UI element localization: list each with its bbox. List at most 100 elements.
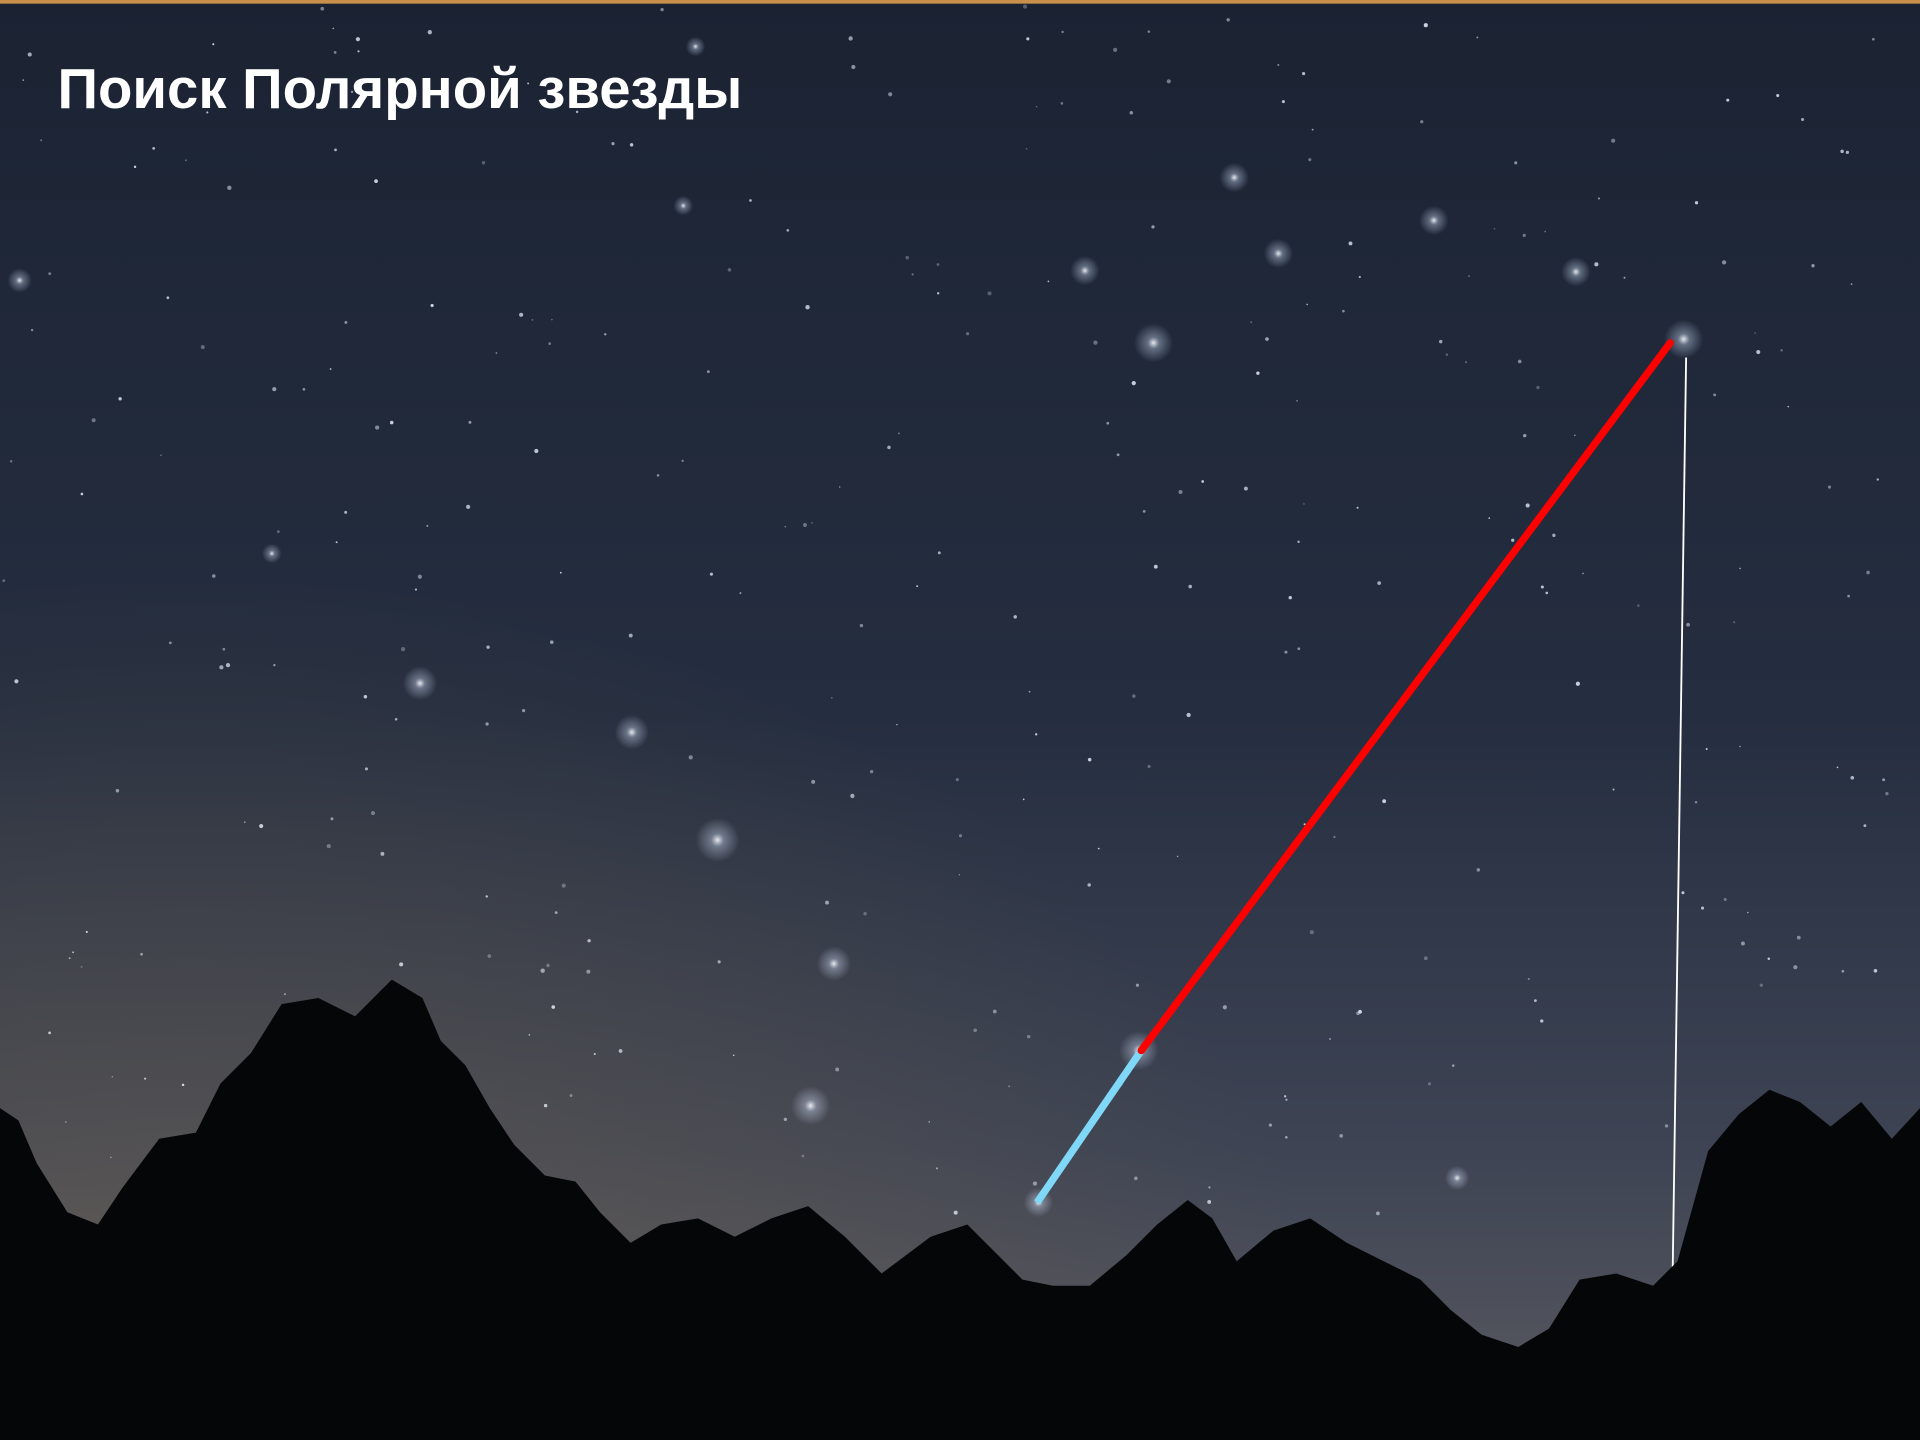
star — [1312, 129, 1314, 131]
star — [152, 147, 155, 150]
star — [1132, 381, 1136, 385]
star — [1681, 891, 1684, 894]
star — [1695, 201, 1698, 204]
star — [1208, 1186, 1210, 1188]
star — [548, 342, 551, 345]
star — [1106, 422, 1109, 425]
star — [344, 321, 347, 324]
star — [1256, 372, 1259, 375]
star — [223, 648, 226, 651]
star — [1760, 984, 1763, 987]
star — [1439, 340, 1442, 343]
star — [1428, 1082, 1431, 1085]
star — [1026, 37, 1029, 40]
top-border — [0, 0, 1920, 4]
star — [802, 1155, 805, 1158]
star — [1029, 691, 1031, 693]
star — [1747, 912, 1749, 914]
star — [1797, 936, 1801, 940]
star — [1026, 148, 1028, 150]
star — [916, 585, 918, 587]
star — [1574, 435, 1576, 437]
star — [973, 1028, 977, 1032]
star — [936, 1167, 938, 1169]
polaris — [1664, 320, 1703, 359]
star — [1722, 260, 1726, 264]
star — [1874, 969, 1878, 973]
star — [1526, 503, 1530, 507]
star — [431, 304, 434, 307]
star — [1136, 984, 1139, 987]
star — [375, 426, 379, 430]
star — [555, 911, 558, 914]
star — [1265, 337, 1269, 341]
star — [40, 139, 42, 141]
star — [803, 523, 807, 527]
star — [1226, 18, 1229, 21]
star — [244, 821, 246, 823]
star — [1523, 234, 1526, 237]
star — [487, 954, 491, 958]
star — [1349, 241, 1353, 245]
star — [1329, 1038, 1331, 1040]
star — [14, 679, 18, 683]
star — [1220, 163, 1249, 192]
star — [1023, 799, 1025, 801]
star — [371, 811, 375, 815]
star — [733, 1054, 735, 1056]
star — [1637, 604, 1639, 606]
star — [629, 634, 633, 638]
star — [72, 951, 74, 953]
star — [534, 449, 538, 453]
star — [784, 1118, 787, 1121]
star — [1528, 978, 1530, 980]
star — [630, 143, 633, 146]
star — [938, 551, 941, 554]
star — [805, 305, 809, 309]
star — [954, 1211, 958, 1215]
star — [69, 957, 71, 959]
star — [673, 196, 693, 216]
star — [1130, 111, 1134, 115]
star — [811, 780, 815, 784]
star — [226, 663, 230, 667]
star — [1465, 361, 1467, 363]
star — [1544, 231, 1546, 233]
star — [1113, 48, 1117, 52]
star — [1282, 100, 1285, 103]
star — [144, 1078, 146, 1080]
star — [1339, 1134, 1343, 1138]
star — [320, 7, 324, 11]
star — [2, 579, 5, 582]
star — [273, 664, 275, 666]
star — [1739, 746, 1741, 748]
star — [227, 186, 231, 190]
star — [86, 931, 88, 933]
star — [1284, 651, 1287, 654]
star — [1598, 197, 1600, 199]
star — [541, 968, 545, 972]
star — [1851, 776, 1855, 780]
star — [791, 1086, 830, 1125]
star — [182, 1084, 185, 1087]
star — [1148, 765, 1151, 768]
star — [48, 1032, 51, 1035]
star — [1304, 823, 1306, 825]
star — [1713, 393, 1716, 396]
star — [486, 895, 488, 897]
star — [140, 953, 143, 956]
star — [466, 505, 470, 509]
star — [1776, 94, 1779, 97]
star — [482, 161, 485, 164]
star — [1178, 490, 1182, 494]
star — [1357, 507, 1359, 509]
star — [896, 724, 898, 726]
star — [1359, 276, 1361, 278]
star — [201, 345, 205, 349]
star — [81, 966, 83, 968]
star — [334, 51, 337, 54]
star — [469, 421, 472, 424]
star — [587, 939, 590, 942]
star — [65, 1121, 67, 1123]
star — [1847, 595, 1850, 598]
